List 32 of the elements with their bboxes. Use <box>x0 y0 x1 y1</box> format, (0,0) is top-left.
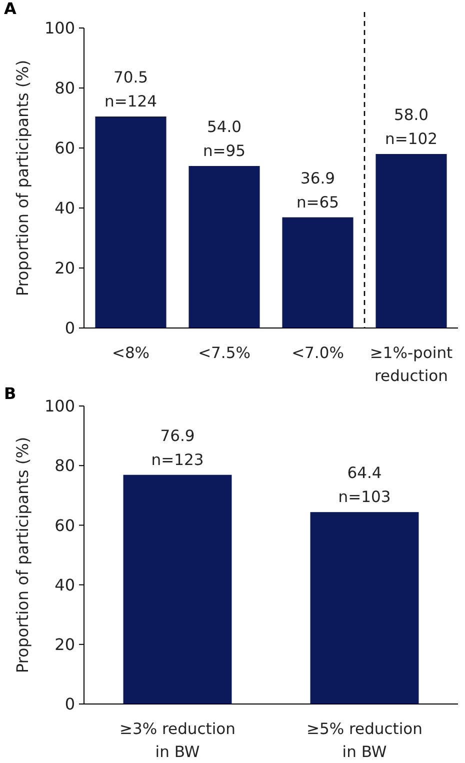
y-axis-title: Proportion of participants (%) <box>13 60 32 296</box>
data-label: 64.4 n=103 <box>338 464 391 506</box>
bar <box>95 116 166 328</box>
bar <box>188 166 260 328</box>
chart-title: A <box>4 0 17 18</box>
y-tick-label: 0 <box>64 694 75 714</box>
bar <box>282 217 354 328</box>
x-tick-label: ≥3% reduction in BW <box>120 720 236 761</box>
x-tick-label: ≥1%-point reduction <box>370 344 453 385</box>
data-label: 54.0 n=95 <box>202 118 246 160</box>
x-tick-label: <7.0% <box>292 344 344 362</box>
x-tick-label: ≥5% reduction in BW <box>306 720 422 761</box>
x-tick-label: <7.5% <box>198 344 250 362</box>
y-tick-label: 40 <box>54 575 75 594</box>
y-tick-label: 80 <box>54 456 75 476</box>
data-label: 58.0 n=102 <box>385 106 438 148</box>
chart-title: B <box>4 384 16 403</box>
y-tick-label: 60 <box>54 138 75 158</box>
y-tick-label: 20 <box>54 258 75 278</box>
y-tick-label: 40 <box>54 198 75 218</box>
y-tick-label: 100 <box>44 18 75 38</box>
data-label: 70.5 n=124 <box>104 68 157 110</box>
data-label: 36.9 n=65 <box>296 169 340 212</box>
bar <box>376 154 447 328</box>
data-label: 76.9 n=123 <box>151 426 204 469</box>
y-tick-label: 20 <box>54 635 75 654</box>
y-tick-label: 0 <box>64 318 75 338</box>
y-tick-label: 80 <box>54 78 75 98</box>
y-tick-label: 100 <box>44 396 75 416</box>
y-axis-title: Proportion of participants (%) <box>13 436 32 674</box>
y-tick-label: 60 <box>54 516 75 535</box>
x-tick-label: <8% <box>112 344 150 362</box>
